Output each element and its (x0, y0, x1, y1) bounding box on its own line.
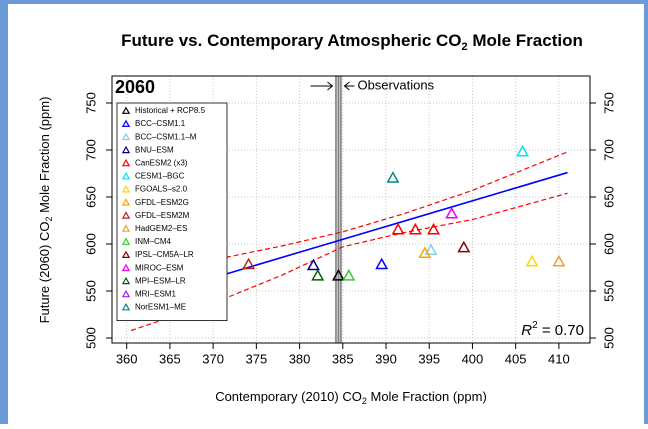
y2-tick-label: 650 (601, 186, 616, 208)
r-value: = 0.70 (538, 322, 584, 339)
y2-tick-label: 550 (601, 280, 616, 302)
x-tick-label: 390 (375, 351, 397, 366)
point (457, 240, 471, 253)
legend-label: NorESM1–ME (135, 303, 186, 312)
legend-marker (121, 106, 131, 114)
legend-label: MIROC–ESM (135, 263, 184, 272)
legend-marker (121, 276, 131, 285)
y-tick-label: 600 (83, 233, 98, 255)
x-tick-label: 365 (159, 351, 181, 366)
y-axis-label: Future (2060) CO2 Mole Fraction (ppm) (37, 97, 54, 324)
legend-label: GFDL–ESM2M (135, 211, 190, 220)
x-tick-label: 360 (116, 351, 138, 366)
x-axis-label: Contemporary (2010) CO2 Mole Fraction (p… (215, 389, 487, 406)
x-tick-label: 375 (245, 351, 267, 366)
legend-marker (121, 224, 131, 232)
legend-label: CanESM2 (x3) (135, 159, 188, 168)
y2-tick-label: 500 (601, 327, 616, 349)
legend-label: HadGEM2–ES (135, 224, 187, 233)
point (525, 254, 539, 267)
confidence-lower (130, 192, 568, 332)
arrow (343, 81, 355, 91)
point (516, 144, 530, 157)
y-tick-label: 700 (83, 139, 98, 161)
legend-marker (121, 185, 131, 193)
legend-label: FGOALS–s2.0 (135, 185, 188, 194)
legend-marker (121, 158, 131, 167)
legend-marker (121, 119, 131, 128)
legend-marker (121, 263, 131, 272)
observation-label: Observations (357, 77, 434, 92)
point (242, 257, 256, 270)
legend-label: IPSL–CM5A–LR (135, 250, 194, 259)
r-symbol: R (521, 322, 532, 339)
point (331, 268, 345, 281)
r-squared: R2 = 0.70 (521, 320, 584, 339)
legend-marker (121, 250, 131, 259)
point (424, 243, 438, 256)
point (311, 268, 325, 281)
point (375, 257, 389, 270)
legend-box (116, 102, 228, 322)
y2-tick-label: 750 (601, 92, 616, 114)
point (391, 222, 405, 235)
legend-label: INM–CM4 (135, 237, 172, 246)
x-tick-label: 380 (289, 351, 311, 366)
legend-label: CESM1–BGC (135, 172, 185, 181)
legend-label: MPI–ESM–LR (135, 276, 186, 285)
x-tick-label: 405 (505, 351, 527, 366)
legend-marker (121, 211, 131, 219)
legend-marker (121, 198, 131, 206)
background (8, 4, 644, 424)
arrow (310, 81, 334, 91)
x-tick-label: 385 (332, 351, 354, 366)
point (408, 222, 422, 235)
chart-title: Future vs. Contemporary Atmospheric CO2 … (121, 31, 583, 52)
legend-marker (121, 132, 131, 141)
point (342, 268, 356, 281)
legend-marker (121, 145, 131, 154)
point (386, 171, 400, 183)
y-tick-label: 500 (83, 327, 98, 349)
legend-label: GFDL–ESM2G (135, 198, 189, 207)
x-tick-label: 370 (202, 351, 224, 366)
legend-marker (121, 302, 131, 311)
legend-label: BCC–CSM1.1–M (135, 132, 197, 141)
point (445, 206, 459, 219)
r-exponent: 2 (532, 320, 538, 331)
x-tick-label: 410 (548, 351, 570, 366)
y2-tick-label: 700 (601, 139, 616, 161)
point (427, 222, 441, 235)
legend-label: BNU–ESM (135, 145, 174, 154)
point (306, 258, 320, 271)
y-tick-label: 650 (83, 186, 98, 208)
legend-marker (121, 237, 131, 245)
y-tick-label: 750 (83, 92, 98, 114)
x-tick-label: 395 (418, 351, 440, 366)
y2-tick-label: 600 (601, 233, 616, 255)
x-tick-label: 400 (462, 351, 484, 366)
panel-label: 2060 (115, 77, 155, 97)
legend-label: BCC–CSM1.1 (135, 119, 186, 128)
y-tick-label: 550 (83, 280, 98, 302)
legend-marker (121, 171, 131, 180)
legend-label: Historical + RCP8.5 (135, 106, 206, 115)
point (552, 254, 566, 267)
point (418, 246, 432, 259)
plot-frame (111, 75, 591, 344)
legend-marker (121, 289, 131, 298)
legend-label: MRI–ESM1 (135, 290, 176, 299)
